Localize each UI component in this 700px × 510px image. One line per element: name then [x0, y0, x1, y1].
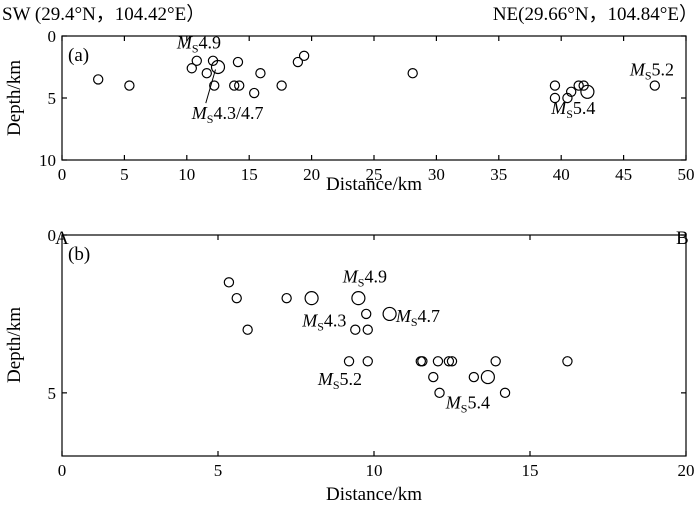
profile-end-label: B	[676, 228, 689, 249]
magnitude-annotation: MS4.7	[395, 306, 440, 329]
earthquake-point	[234, 80, 245, 91]
earthquake-point	[229, 80, 240, 91]
earthquake-point	[468, 371, 480, 383]
magnitude-annotation: MS5.4	[445, 393, 490, 416]
earthquake-point	[255, 67, 266, 79]
x-tick-label: 5	[120, 165, 129, 184]
x-axis-label: Distance/km	[326, 174, 422, 195]
earthquake-point	[407, 67, 418, 79]
x-tick-label: 30	[428, 165, 445, 184]
earthquake-point	[276, 80, 287, 91]
earthquake-point	[565, 86, 577, 98]
x-tick-label: 45	[615, 165, 632, 184]
x-tick-label: 0	[58, 461, 67, 480]
y-axis-label: Depth/km	[4, 307, 25, 383]
y-tick-label: 10	[39, 151, 56, 170]
earthquake-point	[499, 387, 511, 399]
earthquake-point	[573, 80, 584, 91]
earthquake-point	[362, 324, 373, 335]
earthquake-point	[446, 356, 458, 367]
earthquake-point	[432, 356, 444, 367]
earthquake-point	[443, 356, 455, 367]
earthquake-point	[382, 306, 397, 322]
x-tick-label: 20	[678, 461, 695, 480]
earthquake-point	[248, 87, 260, 99]
x-tick-label: 5	[214, 461, 223, 480]
earthquake-point	[562, 92, 573, 104]
magnitude-annotation: MS5.4	[550, 98, 595, 121]
earthquake-point	[281, 292, 292, 304]
earthquake-point	[343, 356, 355, 367]
earthquake-point	[480, 369, 495, 385]
panel-label: (a)	[68, 45, 89, 66]
magnitude-annotation: MS4.9	[176, 32, 221, 55]
header-left-coordinates: SW (29.4°N，104.42°E）	[2, 3, 205, 25]
x-tick-label: 20	[303, 165, 320, 184]
earthquake-point	[304, 291, 319, 306]
y-tick-label: 0	[48, 27, 57, 46]
y-axis-label: Depth/km	[4, 60, 25, 136]
earthquake-point	[649, 80, 661, 91]
magnitude-annotation: MS5.2	[317, 369, 362, 392]
earthquake-point	[242, 324, 253, 335]
x-tick-label: 15	[522, 461, 539, 480]
y-tick-label: 0	[48, 226, 57, 245]
earthquake-point	[350, 324, 361, 335]
earthquake-point	[232, 56, 244, 68]
earthquake-point	[428, 371, 439, 383]
earthquake-point	[92, 74, 104, 85]
x-tick-label: 0	[58, 165, 67, 184]
earthquake-point	[201, 67, 212, 79]
x-axis-label: Distance/km	[326, 484, 422, 505]
header-right-coordinates: NE(29.66°N，104.84°E）	[493, 3, 698, 25]
earthquake-point	[562, 356, 573, 367]
magnitude-annotation: MS4.9	[342, 266, 387, 289]
earthquake-point	[490, 356, 501, 367]
panel-label: (b)	[68, 244, 90, 265]
x-tick-label: 25	[366, 165, 383, 184]
x-tick-label: 50	[678, 165, 695, 184]
earthquake-point	[549, 92, 561, 104]
y-tick-label: 5	[48, 384, 57, 403]
x-tick-label: 10	[178, 165, 195, 184]
earthquake-point	[351, 291, 366, 306]
panel-a: 0 5 10 15 20 25 30 35 40 45 50 0 5 10 Distance/km Depth…	[4, 27, 695, 195]
x-tick-label: 40	[553, 165, 570, 184]
earthquake-point	[417, 356, 428, 367]
y-tick-label: 5	[48, 89, 57, 108]
earthquake-point	[580, 84, 595, 99]
earthquake-point	[210, 59, 226, 75]
x-tick-label: 35	[490, 165, 507, 184]
magnitude-annotation: MS4.3/4.7	[191, 103, 264, 126]
earthquake-point	[362, 356, 373, 367]
magnitude-annotation: MS4.3	[301, 311, 346, 334]
earthquake-point	[231, 292, 242, 304]
magnitude-annotation: MS5.2	[629, 60, 674, 83]
earthquake-point	[361, 308, 372, 320]
earthquake-point	[124, 80, 135, 91]
earthquake-point	[186, 63, 197, 74]
earthquake-point	[549, 80, 561, 91]
earthquake-point	[292, 56, 304, 68]
earthquake-point	[209, 80, 220, 91]
panel-b: 0 5 10 15 20 0 5 Distance/km Depth/km (b) MS4.9 MS4…	[4, 226, 695, 505]
annotation-leader-line	[205, 69, 216, 104]
x-tick-label: 10	[366, 461, 383, 480]
earthquake-point	[223, 277, 235, 288]
earthquake-point	[434, 387, 445, 399]
earthquake-point	[298, 50, 310, 62]
x-tick-label: 15	[241, 165, 258, 184]
earthquake-point	[191, 55, 202, 67]
